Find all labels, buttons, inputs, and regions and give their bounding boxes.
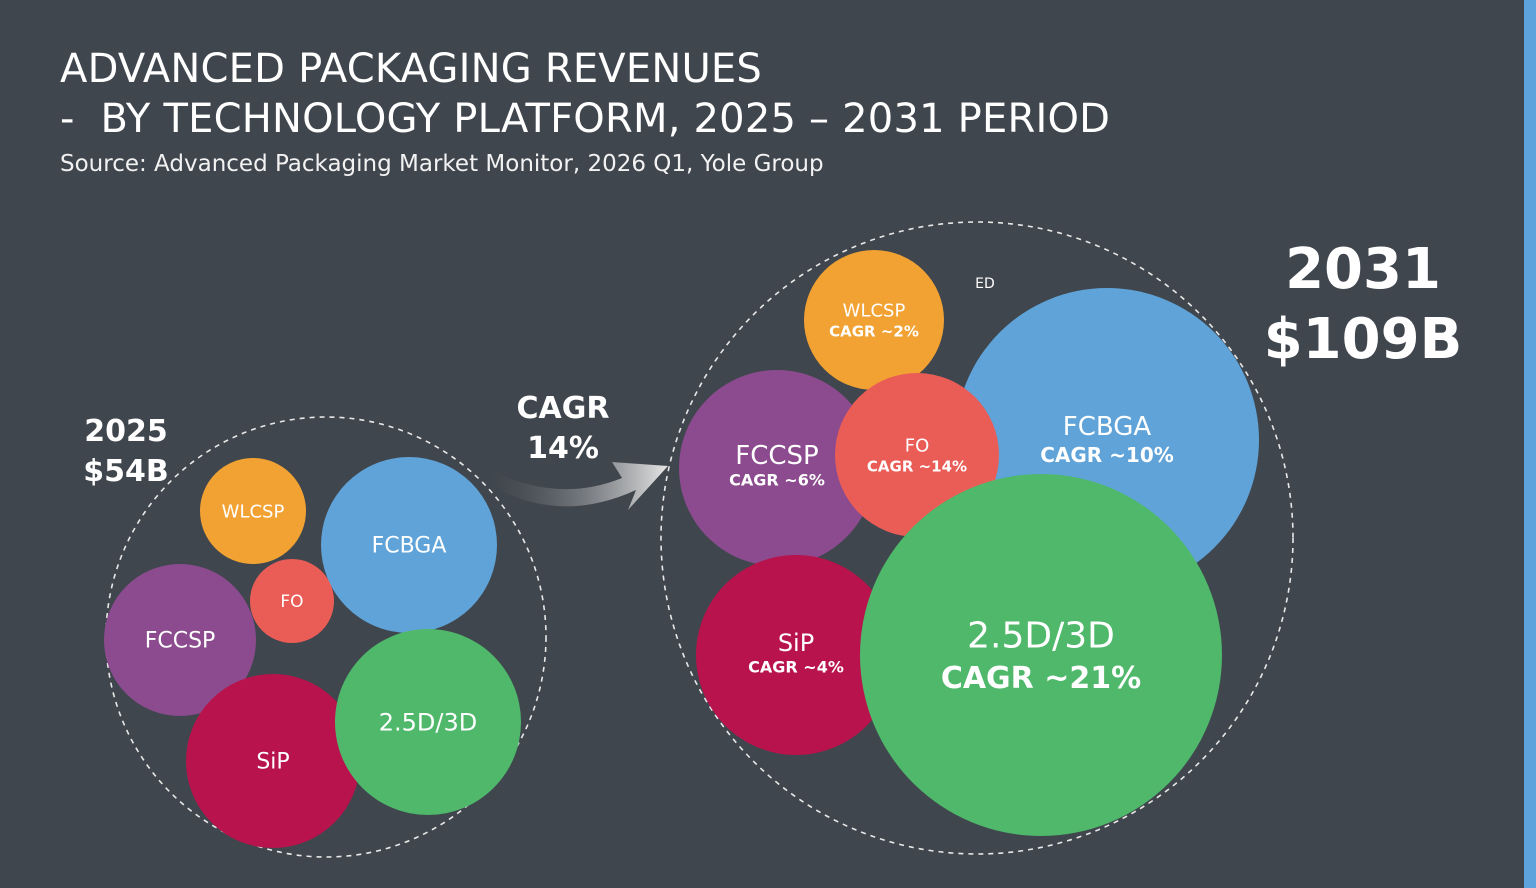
bubble-circle	[321, 457, 497, 633]
bubble-circle	[335, 629, 521, 815]
bubble-cagr-label: CAGR ~14%	[867, 458, 967, 476]
bubble-label: SiP	[778, 629, 814, 657]
chart-title-line-1: ADVANCED PACKAGING REVENUES	[60, 46, 763, 92]
bubble-2025-wlcsp: WLCSP	[200, 458, 306, 564]
title-block: ADVANCED PACKAGING REVENUES - BY TECHNOL…	[60, 44, 1110, 180]
bubble-circle	[804, 250, 944, 390]
bubble-circle	[200, 458, 306, 564]
bubble-cagr-label: CAGR ~21%	[941, 661, 1141, 696]
group-2025-year: 2025	[84, 414, 168, 449]
annotation-ed: ED	[975, 276, 995, 292]
bubble-label: 2.5D/3D	[379, 708, 477, 736]
bubble-label: FO	[280, 592, 303, 612]
bubble-circle	[860, 474, 1222, 836]
group-2031-total: $109B	[1264, 307, 1463, 372]
bubble-2025-fo: FO	[250, 559, 334, 643]
bubble-cagr-label: CAGR ~4%	[748, 658, 844, 677]
chart-subtitle: Source: Advanced Packaging Market Monito…	[60, 151, 824, 177]
bubble-circle	[104, 564, 256, 716]
bubble-label: FCBGA	[372, 534, 447, 559]
chart-title-line-2: - BY TECHNOLOGY PLATFORM, 2025 – 2031 PE…	[60, 96, 1111, 142]
group-2031-year: 2031	[1285, 237, 1441, 302]
bubble-label: WLCSP	[843, 300, 906, 321]
overall-cagr-label: CAGR	[517, 391, 610, 426]
growth-arrow: CAGR 14%	[490, 391, 668, 510]
bubble-2025-fccsp: FCCSP	[104, 564, 256, 716]
bubble-label: SiP	[256, 750, 289, 775]
bubble-2031-wlcsp: WLCSP CAGR ~2%	[804, 250, 944, 390]
group-2025-bubbles: WLCSP FCBGA FCCSP FO SiP 2.5D/3D	[104, 457, 521, 848]
bubble-label: 2.5D/3D	[967, 616, 1115, 657]
bubble-2025-fcbga: FCBGA	[321, 457, 497, 633]
bubble-circle	[696, 555, 896, 755]
bubble-label: WLCSP	[222, 501, 285, 522]
bubble-cagr-label: CAGR ~6%	[729, 471, 825, 490]
bubble-2025-sip: SiP	[186, 674, 360, 848]
bubble-circle	[250, 559, 334, 643]
group-2031-outline	[660, 221, 1294, 855]
bubble-2031-2-5d-3d: 2.5D/3D CAGR ~21%	[860, 474, 1222, 836]
accent-stripe	[1524, 0, 1536, 888]
bubble-label: FCCSP	[735, 441, 818, 471]
overall-cagr-value: 14%	[527, 431, 599, 466]
bubble-label: FCBGA	[1063, 412, 1152, 442]
growth-arrow-shape	[490, 462, 668, 510]
bubble-circle	[186, 674, 360, 848]
bubble-circle	[679, 370, 875, 566]
group-2025: 2025 $54B WLCSP FCBGA FCCSP FO SiP 2.5D/3D	[83, 414, 547, 858]
bubble-label: FO	[905, 435, 930, 456]
bubble-cagr-label: CAGR ~2%	[829, 323, 919, 341]
group-2025-total: $54B	[83, 454, 169, 489]
bubble-2025-2-5d-3d: 2.5D/3D	[335, 629, 521, 815]
bubble-cagr-label: CAGR ~10%	[1040, 443, 1174, 467]
bubble-label: FCCSP	[145, 629, 216, 654]
